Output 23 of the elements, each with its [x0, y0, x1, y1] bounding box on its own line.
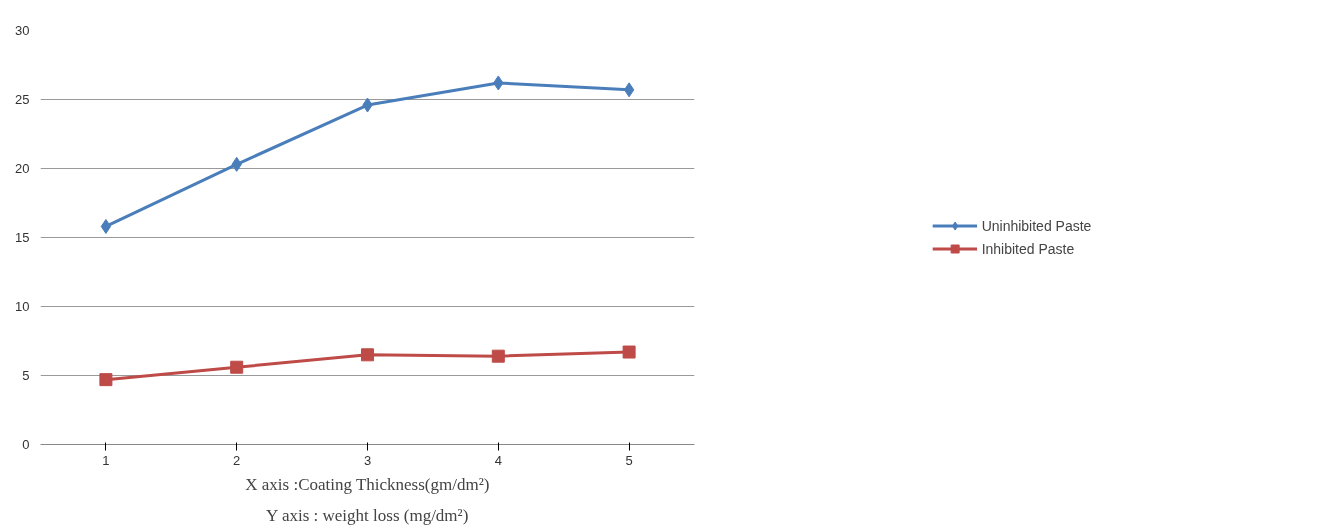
point [230, 360, 244, 374]
y-tick-label: 30 [15, 23, 30, 38]
point [622, 345, 636, 359]
x-tick-label: 1 [102, 452, 110, 468]
text: X axis :Coating Thickness(gm/dm²) [245, 474, 490, 494]
y-tick-label: 10 [15, 299, 30, 314]
x-tick-label: 4 [494, 452, 502, 468]
point [100, 218, 112, 234]
point [491, 349, 505, 363]
y-tick-label: 15 [15, 230, 30, 245]
point [99, 373, 113, 387]
legend-label: Uninhibited Paste [981, 217, 1092, 234]
point [361, 348, 374, 362]
y-tick-label: 0 [22, 437, 30, 452]
y-tick-label: 20 [15, 161, 30, 176]
point [623, 82, 635, 98]
x-tick-label: 5 [625, 452, 633, 468]
x-tick-label: 2 [233, 452, 241, 468]
x-tick-label: 3 [363, 452, 372, 468]
text: Y axis : weight loss (mg/dm²) [266, 505, 469, 525]
legend-label: Inhibited Paste [981, 240, 1075, 257]
y-tick-label: 25 [15, 92, 30, 107]
y-tick-label: 5 [22, 368, 30, 383]
